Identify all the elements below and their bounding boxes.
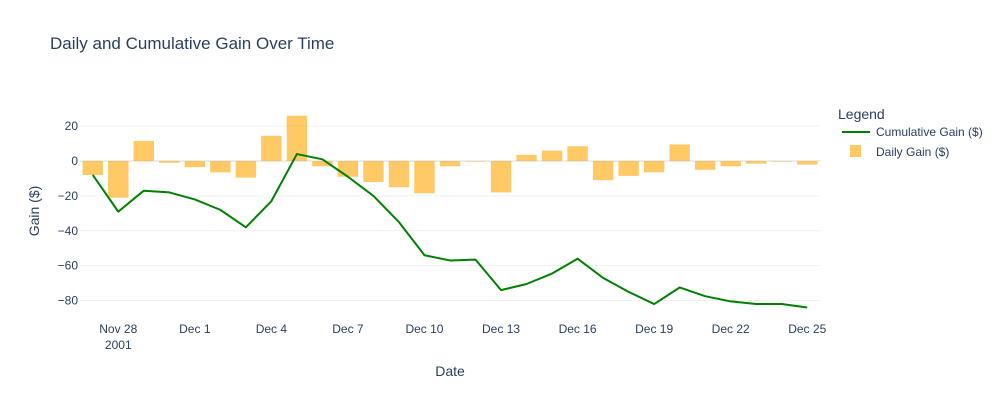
daily-gain-bar[interactable] (592, 161, 614, 181)
x-tick-label: Dec 7 (332, 322, 364, 336)
y-axis-title: Gain ($) (26, 186, 42, 237)
daily-gain-bar[interactable] (797, 161, 818, 165)
daily-gain-bar[interactable] (159, 161, 180, 163)
daily-gain-bar[interactable] (286, 115, 308, 162)
y-axis-ticks: 20 0 −20 −40 −60 −80 (58, 119, 79, 307)
grid-lines (80, 125, 820, 302)
daily-gain-bar[interactable] (618, 161, 639, 176)
y-tick-label: −20 (58, 189, 79, 203)
x-tick-label: Dec 25 (788, 322, 826, 336)
x-tick-label: Dec 1 (179, 322, 211, 336)
y-tick-label: 0 (71, 154, 78, 168)
daily-gain-bars (82, 115, 818, 198)
legend[interactable]: Legend Cumulative Gain ($) Daily Gain ($) (838, 106, 983, 159)
daily-gain-bar[interactable] (516, 154, 537, 162)
cumulative-gain-line-layer (91, 153, 808, 309)
daily-gain-bar[interactable] (363, 161, 384, 182)
daily-gain-bar[interactable] (439, 161, 461, 167)
x-axis-ticks: Nov 28 2001 Dec 1 Dec 4 Dec 7 Dec 10 Dec 13 Dec… (99, 322, 826, 352)
daily-gain-bar[interactable] (184, 161, 206, 168)
legend-label-cumulative: Cumulative Gain ($) (876, 125, 983, 139)
daily-gain-bar[interactable] (337, 161, 359, 177)
x-tick-label: Nov 28 (99, 322, 137, 336)
y-tick-label: −80 (58, 294, 79, 308)
legend-bar-swatch (850, 145, 861, 157)
daily-gain-bar[interactable] (771, 161, 792, 162)
x-tick-label: Dec 22 (712, 322, 750, 336)
x-tick-label: Dec 4 (256, 322, 288, 336)
daily-gain-bar[interactable] (388, 161, 410, 188)
daily-gain-bar[interactable] (312, 161, 333, 167)
x-tick-label: Dec 16 (559, 322, 597, 336)
legend-title: Legend (838, 106, 885, 122)
y-tick-label: 20 (65, 119, 79, 133)
cumulative-gain-line[interactable] (91, 153, 808, 309)
y-tick-label: −40 (58, 224, 79, 238)
daily-gain-bar[interactable] (465, 161, 486, 162)
daily-gain-bar[interactable] (694, 161, 716, 170)
daily-gain-bar[interactable] (490, 161, 512, 193)
x-tick-label: Dec 13 (482, 322, 520, 336)
daily-gain-bar[interactable] (720, 161, 741, 167)
daily-gain-bar[interactable] (746, 161, 767, 164)
daily-gain-bar[interactable] (82, 161, 103, 175)
x-axis-title: Date (435, 363, 465, 379)
daily-gain-bar[interactable] (414, 161, 435, 194)
daily-gain-bar[interactable] (133, 140, 154, 162)
chart-title: Daily and Cumulative Gain Over Time (50, 34, 335, 53)
legend-label-daily: Daily Gain ($) (876, 145, 949, 159)
daily-gain-bar[interactable] (210, 161, 231, 173)
x-tick-label: Dec 10 (405, 322, 443, 336)
daily-gain-bar[interactable] (235, 161, 257, 178)
daily-gain-bar[interactable] (643, 161, 665, 173)
y-tick-label: −60 (58, 259, 79, 273)
x-tick-label: Dec 19 (635, 322, 673, 336)
daily-gain-bar[interactable] (541, 150, 563, 162)
daily-gain-bar[interactable] (567, 146, 588, 162)
x-tick-sublabel: 2001 (105, 338, 132, 352)
daily-gain-bar[interactable] (669, 144, 690, 162)
daily-gain-bar[interactable] (261, 135, 282, 162)
daily-gain-bar[interactable] (108, 161, 129, 198)
